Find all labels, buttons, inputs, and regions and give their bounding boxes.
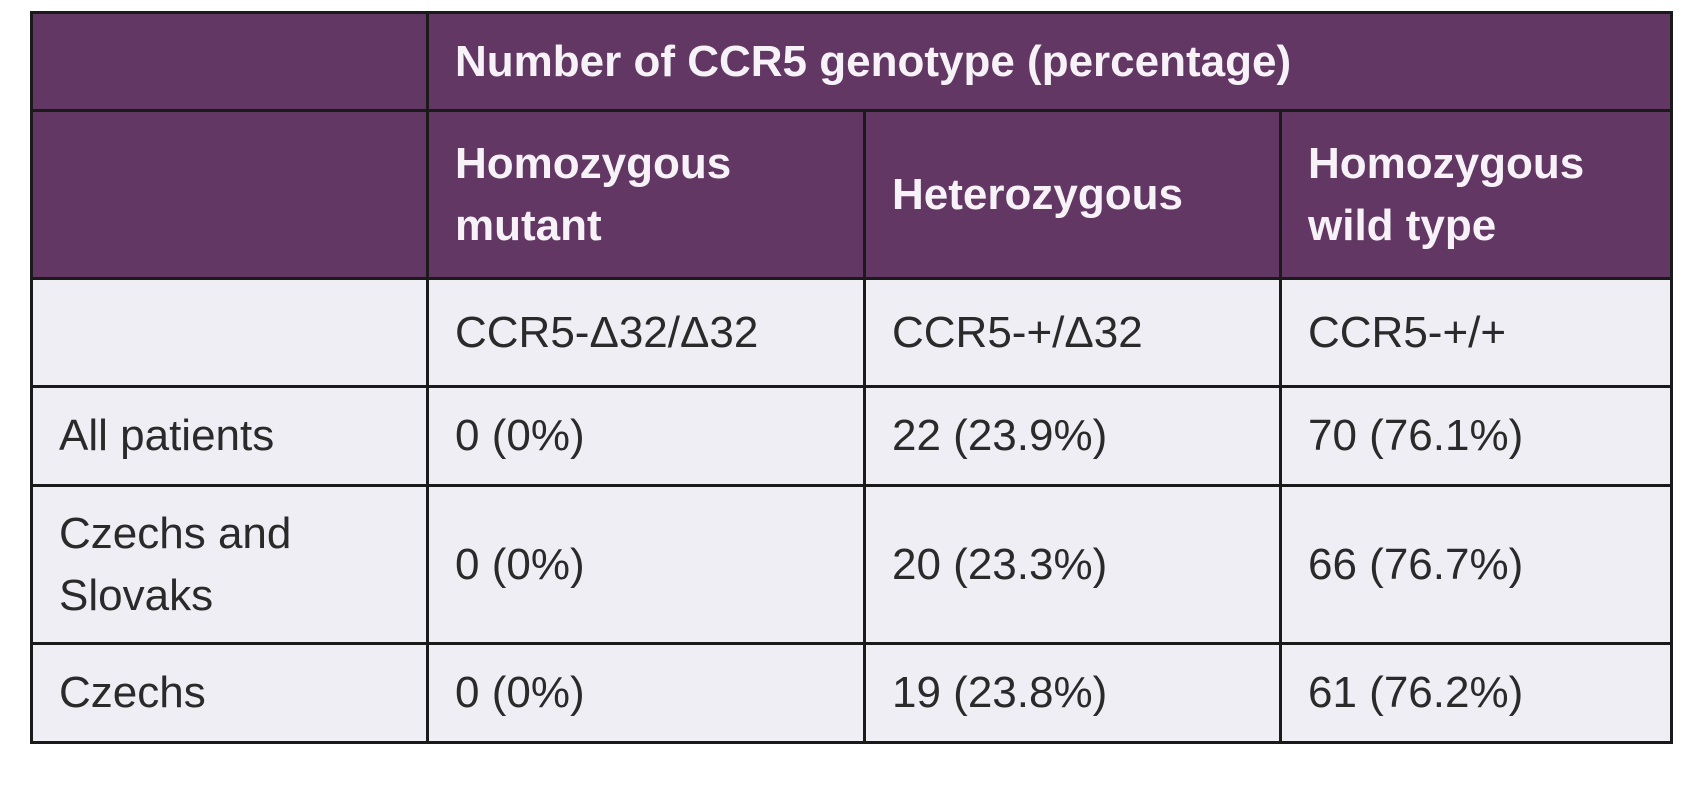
table-cell: 19 (23.8%) bbox=[863, 642, 1282, 744]
column-header-homozygous-wild-type: Homozygous wild type bbox=[1278, 109, 1674, 280]
table-cell: 66 (76.7%) bbox=[1278, 484, 1674, 645]
column-header-row: Homozygous mutant Heterozygous Homozygou… bbox=[30, 109, 1674, 280]
genotype-cell: CCR5-+/Δ32 bbox=[863, 277, 1282, 388]
table-cell: 70 (76.1%) bbox=[1278, 385, 1674, 487]
super-header-cell: Number of CCR5 genotype (percentage) bbox=[425, 11, 1674, 112]
table-cell: 0 (0%) bbox=[426, 484, 866, 645]
super-header-row: Number of CCR5 genotype (percentage) bbox=[30, 11, 1674, 112]
table-row: Czechs 0 (0%) 19 (23.8%) 61 (76.2%) bbox=[30, 642, 1674, 744]
table-row: Czechs and Slovaks 0 (0%) 20 (23.3%) 66 … bbox=[30, 484, 1674, 645]
genotype-cell: CCR5-Δ32/Δ32 bbox=[426, 277, 866, 388]
genotype-row: CCR5-Δ32/Δ32 CCR5-+/Δ32 CCR5-+/+ bbox=[30, 277, 1674, 388]
genotype-cell: CCR5-+/+ bbox=[1278, 277, 1674, 388]
table-cell: 0 (0%) bbox=[426, 385, 866, 487]
table-cell: 61 (76.2%) bbox=[1278, 642, 1674, 744]
ccr5-genotype-table: Number of CCR5 genotype (percentage) Hom… bbox=[30, 11, 1674, 744]
empty-label-cell bbox=[30, 277, 429, 388]
column-header-homozygous-mutant: Homozygous mutant bbox=[426, 109, 866, 280]
empty-header-cell bbox=[30, 109, 429, 280]
column-header-heterozygous: Heterozygous bbox=[863, 109, 1282, 280]
table-cell: 0 (0%) bbox=[426, 642, 866, 744]
table-cell: 20 (23.3%) bbox=[863, 484, 1282, 645]
table-cell: 22 (23.9%) bbox=[863, 385, 1282, 487]
row-label: Czechs bbox=[30, 642, 429, 744]
table-row: All patients 0 (0%) 22 (23.9%) 70 (76.1%… bbox=[30, 385, 1674, 487]
row-label: Czechs and Slovaks bbox=[30, 484, 429, 645]
row-label: All patients bbox=[30, 385, 429, 487]
empty-corner-cell bbox=[30, 11, 429, 112]
genotype-table-container: Number of CCR5 genotype (percentage) Hom… bbox=[30, 11, 1674, 744]
